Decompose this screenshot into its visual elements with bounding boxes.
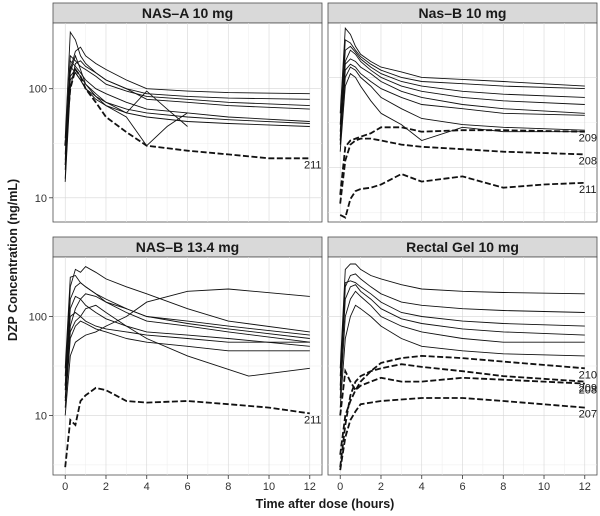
grid: [53, 257, 322, 475]
panel-nas-b-10-mg: Nas–B 10 mg 209 208 211: [327, 2, 598, 223]
subject-line: [339, 58, 585, 137]
subject-line: [64, 266, 310, 377]
x-tick-label: 12: [579, 481, 591, 493]
series-group: [64, 266, 310, 468]
subject-line: [339, 273, 585, 386]
subject-line: [339, 72, 585, 152]
subject-line: [339, 49, 585, 141]
subject-label-208: 208: [579, 155, 597, 167]
subject-line-209: [339, 363, 585, 468]
subject-line: [339, 290, 585, 399]
x-tick-label: 0: [337, 481, 343, 493]
y-tick-label: 100: [29, 84, 47, 96]
grid: [53, 23, 322, 222]
subject-line: [64, 54, 188, 170]
subject-line: [64, 60, 310, 182]
x-tick-label: 8: [500, 481, 506, 493]
subject-line: [64, 293, 310, 399]
subject-line: [339, 280, 585, 377]
y-axis-title: DZP Concentration (ng/mL): [6, 179, 20, 341]
x-tick-label: 0: [62, 481, 68, 493]
x-tick-label: 6: [184, 481, 190, 493]
subject-line: [64, 46, 310, 166]
y-tick-label: 100: [29, 312, 47, 324]
subject-line: [64, 311, 310, 391]
subject-label-208: 208: [579, 385, 597, 397]
subject-line: [339, 39, 585, 125]
panel-title: Nas–B 10 mg: [419, 5, 507, 21]
subject-label-207: 207: [579, 409, 597, 421]
subject-line: [339, 304, 585, 408]
x-tick-label: 10: [538, 481, 550, 493]
subject-line-207: [339, 397, 585, 471]
x-tick-label: 4: [419, 481, 425, 493]
subject-line: [339, 263, 585, 369]
y-tick-label: 10: [35, 410, 47, 422]
x-tick-label: 4: [144, 481, 150, 493]
subject-line: [64, 274, 310, 369]
series-group: [64, 30, 310, 182]
panel-title: NAS–A 10 mg: [142, 5, 233, 21]
subject-line-211: [339, 173, 585, 219]
subject-line: [339, 27, 585, 114]
subject-line: [64, 282, 310, 386]
y-tick-label: 10: [35, 193, 47, 205]
subject-line-211: [64, 67, 310, 160]
panel-nas-a-10-mg: NAS–A 10 mg 211 10 100: [29, 2, 323, 223]
panel-title: Rectal Gel 10 mg: [406, 239, 519, 255]
x-axis-title: Time after dose (hours): [256, 497, 395, 511]
subject-line: [339, 45, 585, 132]
subject-line: [64, 68, 310, 166]
subject-line: [64, 59, 310, 155]
subject-line: [64, 295, 310, 386]
series-group: [339, 263, 585, 471]
subject-line: [339, 66, 585, 141]
x-tick-label: 6: [459, 481, 465, 493]
subject-label-209: 209: [579, 383, 597, 395]
series-group: [339, 27, 585, 219]
subject-line: [64, 320, 310, 408]
subject-label-210: 210: [579, 369, 597, 381]
subject-line-208: [339, 137, 585, 204]
subject-line-208: [339, 368, 585, 416]
x-tick-label: 10: [263, 481, 275, 493]
subject-line: [64, 65, 310, 161]
x-tick-label: 2: [378, 481, 384, 493]
panel-title: NAS–B 13.4 mg: [136, 239, 239, 255]
x-tick-label: 2: [103, 481, 109, 493]
panel-nas-b-13-4-mg: NAS–B 13.4 mg 211 10 100 0 2 4 6 8 10 12: [29, 236, 323, 493]
y-axis-title-group: DZP Concentration (ng/mL): [6, 179, 20, 341]
subject-line: [64, 288, 310, 416]
subject-line: [64, 304, 310, 402]
subject-label-209: 209: [579, 133, 597, 145]
subject-line-209: [339, 126, 585, 195]
subject-label-211: 211: [304, 159, 322, 171]
subject-label-211: 211: [579, 184, 597, 196]
subject-label-211: 211: [304, 414, 322, 426]
x-tick-label: 12: [304, 481, 316, 493]
subject-line-211: [64, 386, 310, 468]
subject-line: [339, 284, 585, 391]
subject-line: [339, 63, 585, 145]
x-tick-label: 8: [225, 481, 231, 493]
grid: [328, 23, 597, 222]
